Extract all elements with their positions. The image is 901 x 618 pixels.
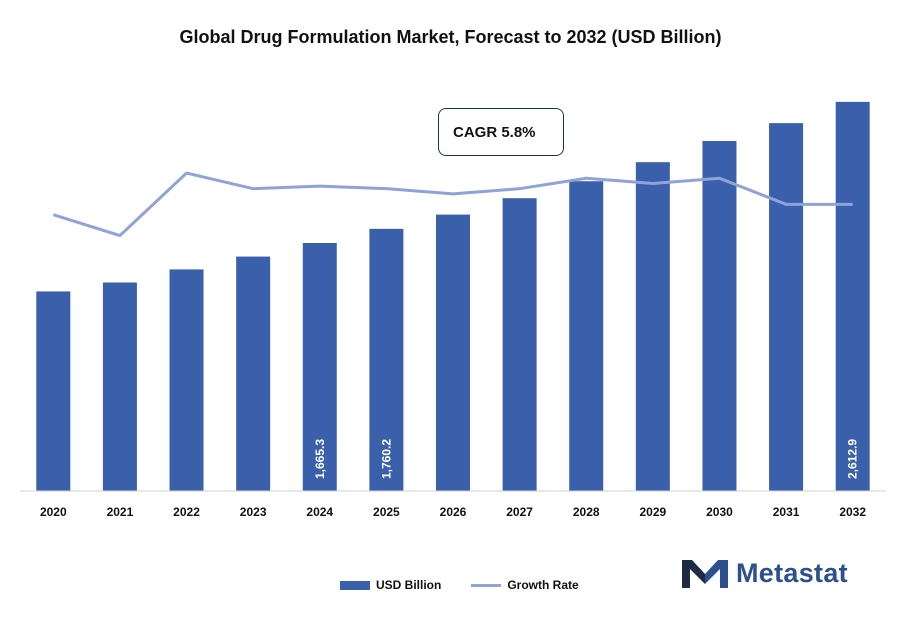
legend-item-growth-rate: Growth Rate <box>471 578 579 592</box>
bar-2023 <box>236 256 271 491</box>
legend: USD Billion Growth Rate <box>340 578 609 592</box>
bar-2021 <box>102 282 137 491</box>
bar-2020 <box>36 291 71 491</box>
x-tick-label-2025: 2025 <box>373 505 400 519</box>
legend-bar-swatch <box>340 580 370 590</box>
chart-title: Global Drug Formulation Market, Forecast… <box>179 27 722 47</box>
bar-2029 <box>635 162 670 491</box>
bar-2028 <box>569 181 604 491</box>
metastat-logo-icon <box>682 560 728 588</box>
x-tick-label-2022: 2022 <box>173 505 200 519</box>
bar-2027 <box>502 198 537 491</box>
legend-item-usd-billion: USD Billion <box>340 578 441 592</box>
bar-2030 <box>702 141 737 491</box>
bar-data-label-2025: 1,760.2 <box>379 439 393 479</box>
x-tick-label-2029: 2029 <box>639 505 666 519</box>
x-tick-label-2031: 2031 <box>773 505 800 519</box>
cagr-label: CAGR 5.8% <box>453 123 536 141</box>
bar-data-label-2024: 1,665.3 <box>313 439 327 479</box>
legend-line-label: Growth Rate <box>507 578 579 592</box>
bar-series: 1,665.3 1,760.2 2,612.9 <box>36 101 870 492</box>
bar-2025 <box>369 228 404 491</box>
bar-2026 <box>436 214 470 492</box>
cagr-callout: CAGR 5.8% <box>438 108 564 156</box>
bar-data-label-2032: 2,612.9 <box>846 439 860 479</box>
bar-2024 <box>302 242 337 491</box>
x-tick-label-2020: 2020 <box>40 505 67 519</box>
bar-2032 <box>835 101 870 491</box>
brand-name: Metastat <box>736 557 848 588</box>
x-tick-label-2026: 2026 <box>440 505 467 519</box>
x-tick-label-2024: 2024 <box>306 505 333 519</box>
bar-2022 <box>169 269 204 491</box>
x-tick-label-2027: 2027 <box>506 505 533 519</box>
x-tick-label-2032: 2032 <box>839 505 866 519</box>
legend-bar-label: USD Billion <box>376 578 442 592</box>
x-axis: 2020 2021 2022 2023 2024 2025 2026 2027 2028 2029… <box>20 490 886 519</box>
brand-logo: Metastat <box>680 556 848 590</box>
growth-rate-line <box>52 171 853 238</box>
x-tick-label-2028: 2028 <box>573 505 600 519</box>
legend-line-swatch <box>471 583 502 587</box>
bar-2031 <box>769 123 804 492</box>
x-tick-label-2021: 2021 <box>107 505 134 519</box>
x-tick-label-2023: 2023 <box>240 505 267 519</box>
growth-rate-series <box>52 171 853 238</box>
x-tick-label-2030: 2030 <box>706 505 733 519</box>
